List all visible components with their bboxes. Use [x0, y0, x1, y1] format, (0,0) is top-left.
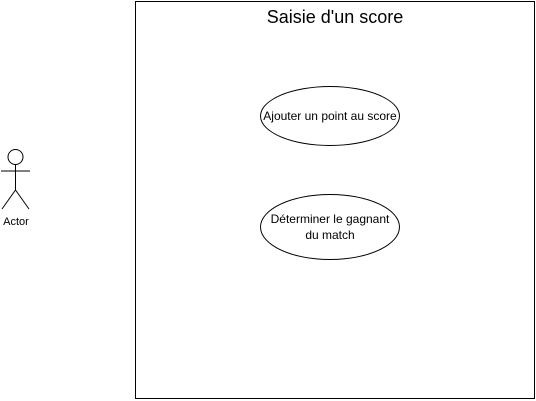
- actor-stick-figure-icon[interactable]: [0, 148, 32, 210]
- use-case-determine-winner[interactable]: Déterminer le gagnant du match: [260, 194, 400, 260]
- use-case-label: Déterminer le gagnant du match: [270, 212, 390, 242]
- system-title: Saisie d'un score: [266, 7, 404, 27]
- use-case-label: Ajouter un point au score: [263, 109, 397, 123]
- actor-label: Actor: [3, 216, 29, 228]
- use-case-add-point[interactable]: Ajouter un point au score: [260, 86, 400, 146]
- system-boundary: Saisie d'un score: [135, 1, 535, 399]
